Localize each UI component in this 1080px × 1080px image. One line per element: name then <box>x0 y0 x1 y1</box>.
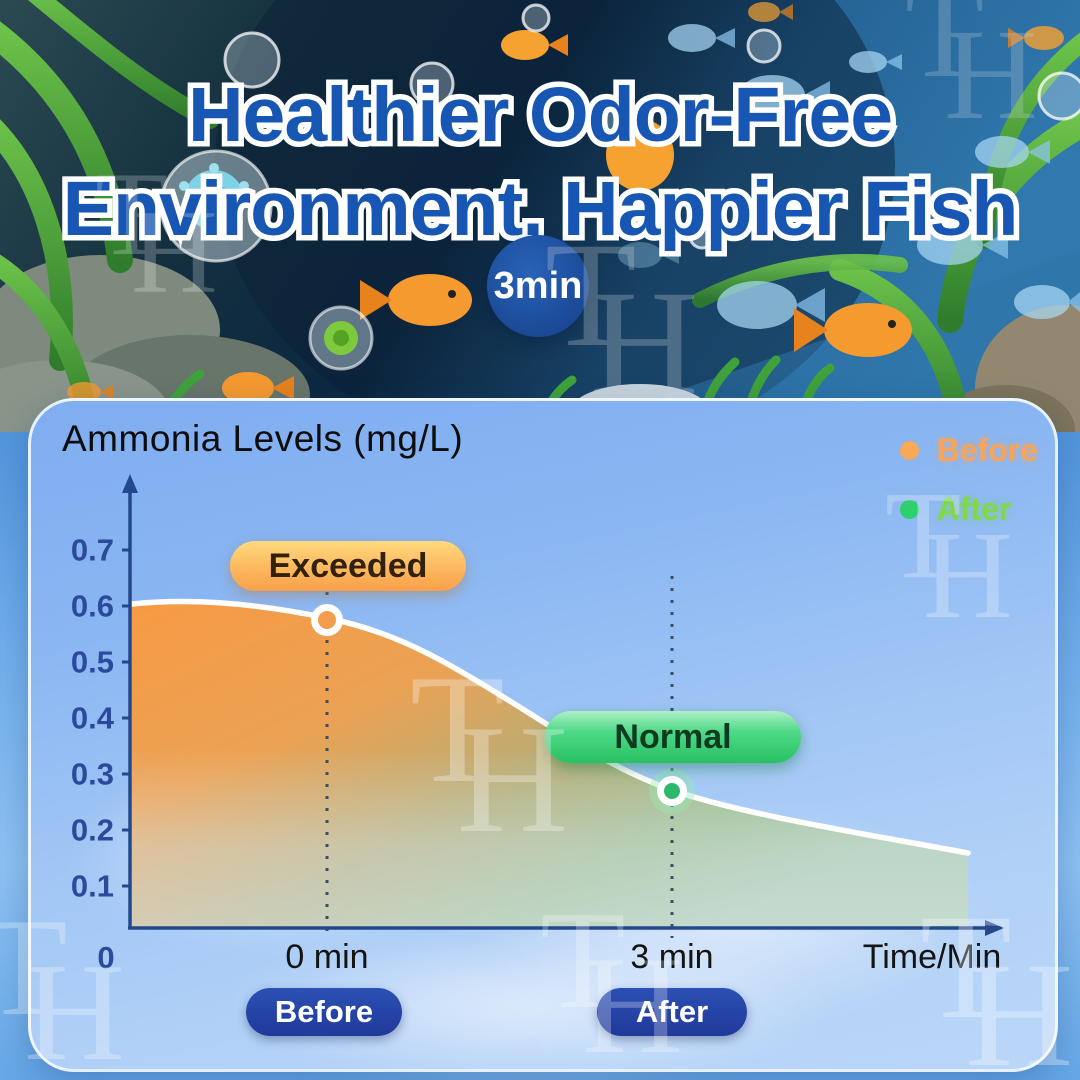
duration-badge-label: 3min <box>493 264 583 307</box>
x-axis-label: Time/Min <box>863 938 1002 976</box>
legend-item-after: After <box>899 491 1038 528</box>
before-button[interactable]: Before <box>246 988 402 1036</box>
dark-circle-shade <box>215 0 895 432</box>
y-tick-0.2: 0.2 <box>71 813 114 848</box>
x-tick-3min: 3 min <box>630 938 713 976</box>
y-tick-0.6: 0.6 <box>71 589 114 624</box>
x-axis-arrow <box>985 920 1004 936</box>
after-button[interactable]: After <box>597 988 747 1036</box>
title-line-1: Healthier Odor-Free <box>182 66 898 163</box>
y-tick-0.5: 0.5 <box>71 645 114 680</box>
normal-annotation-label: Normal <box>614 717 732 756</box>
legend-item-before: Before <box>899 432 1038 469</box>
y-tick-0.7: 0.7 <box>71 533 114 568</box>
legend-dot-after <box>899 500 919 519</box>
exceeded-annotation: Exceeded <box>230 541 466 591</box>
microbe-bubble-2 <box>308 305 374 371</box>
exceeded-annotation-label: Exceeded <box>268 546 428 585</box>
aquarium-background-image <box>0 0 1080 432</box>
chart-legend: Before After <box>899 432 1038 528</box>
y-tick-0.1: 0.1 <box>71 869 114 904</box>
x-tick-0min: 0 min <box>285 938 368 976</box>
ammonia-curve <box>129 598 971 856</box>
y-tick-marks <box>122 548 131 888</box>
y-tick-0.3: 0.3 <box>71 757 114 792</box>
y-tick-0.4: 0.4 <box>71 701 115 736</box>
microbe-bubble-1 <box>159 149 273 263</box>
legend-label-before: Before <box>936 432 1038 468</box>
orange-fish <box>67 2 1064 404</box>
before-button-label: Before <box>274 994 374 1029</box>
blue-fish-school <box>590 24 1080 329</box>
bubbles <box>223 3 1080 250</box>
chart-title: Ammonia Levels (mg/L) <box>62 418 464 459</box>
normal-annotation: Normal <box>545 711 801 763</box>
area-haze <box>132 601 968 928</box>
after-button-label: After <box>635 994 709 1029</box>
x-origin-label: 0 <box>97 940 114 975</box>
data-point-after <box>657 776 687 806</box>
duration-badge: 3min <box>487 235 589 337</box>
data-point-before <box>311 604 343 636</box>
legend-dot-before <box>899 441 919 460</box>
page-title: Healthier Odor-Free Environment, Happier … <box>0 66 1080 257</box>
y-axis-arrow <box>122 474 138 493</box>
legend-label-after: After <box>936 491 1012 527</box>
